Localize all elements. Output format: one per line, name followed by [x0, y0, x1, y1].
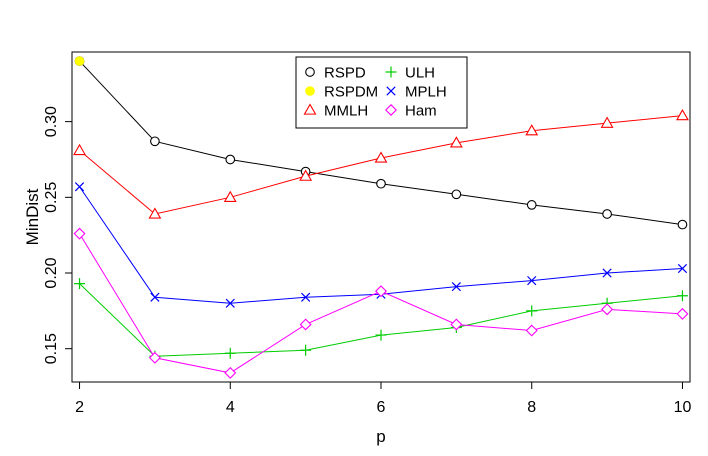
data-point-rspd: [677, 219, 688, 230]
data-point-mmlh: [600, 116, 614, 128]
data-point-ham: [676, 307, 689, 320]
data-point-mmlh: [676, 108, 689, 121]
data-point-rspdm: [74, 56, 85, 66]
data-point-mplh: [301, 292, 311, 302]
legend-symbol-mmlh: [303, 103, 317, 115]
y-tick-label: 0.15: [43, 333, 60, 364]
x-tick-label: 8: [527, 399, 536, 416]
data-point-ham: [375, 285, 387, 298]
legend-box: [295, 56, 468, 129]
data-point-ulh: [375, 329, 387, 341]
data-point-rspd: [602, 209, 612, 219]
data-point-mplh: [677, 263, 688, 274]
series-line-ham: [79, 233, 683, 374]
data-point-mmlh: [374, 151, 388, 163]
legend-symbol-mplh: [386, 86, 396, 96]
data-point-mmlh: [449, 136, 463, 148]
data-point-ulh: [676, 290, 688, 302]
data-point-mplh: [527, 275, 537, 286]
data-point-ham: [224, 366, 237, 379]
data-point-rspd: [150, 136, 160, 147]
data-point-ulh: [526, 305, 538, 317]
data-point-rspd: [526, 200, 537, 210]
series-rspdm: [74, 56, 85, 66]
data-point-ham: [148, 351, 161, 364]
series-layer: [73, 56, 689, 379]
data-point-ham: [525, 324, 538, 337]
x-tick-label: 4: [226, 399, 235, 416]
legend-label-rspdm: RSPDM: [324, 84, 378, 101]
data-point-rspd: [451, 189, 462, 200]
x-axis-title: p: [376, 427, 385, 446]
data-point-rspd: [376, 178, 386, 189]
legend-label-rspd: RSPD: [324, 65, 366, 82]
legend: RSPD RSPDM MMLH ULH MPLH Ham: [295, 56, 468, 129]
data-point-ham: [601, 303, 614, 316]
data-point-mplh: [150, 292, 160, 302]
data-point-mmlh: [148, 207, 162, 219]
data-point-rspd: [225, 154, 236, 165]
x-tick-label: 10: [674, 399, 692, 416]
legend-symbol-ham: [385, 104, 397, 116]
data-point-mmlh: [73, 143, 86, 156]
data-point-ulh: [224, 347, 236, 359]
x-axis: 2 4 6 8 10: [75, 381, 692, 416]
data-point-ulh: [300, 344, 312, 356]
data-point-mmlh: [223, 190, 237, 202]
legend-symbol-ulh: [385, 66, 397, 78]
legend-label-ham: Ham: [405, 103, 437, 120]
y-tick-label: 0.30: [43, 106, 60, 137]
x-tick-label: 2: [75, 399, 84, 416]
data-point-ham: [450, 318, 463, 331]
y-tick-label: 0.25: [43, 182, 60, 213]
y-axis-title: MinDist: [23, 188, 42, 245]
data-point-mmlh: [299, 169, 313, 181]
data-point-ham: [299, 318, 312, 331]
series-ham: [73, 227, 689, 379]
y-tick-label: 0.20: [43, 257, 60, 288]
series-mmlh: [73, 108, 689, 219]
data-point-mplh: [451, 282, 461, 292]
series-line-mmlh: [79, 115, 683, 215]
data-point-ham: [73, 227, 86, 240]
legend-label-mmlh: MMLH: [324, 103, 368, 120]
y-axis: 0.15 0.20 0.25 0.30: [43, 106, 73, 364]
legend-symbol-rspd: [305, 67, 315, 77]
data-point-ulh: [74, 278, 86, 290]
data-point-mplh: [225, 298, 235, 308]
data-point-mplh: [602, 268, 612, 278]
legend-label-mplh: MPLH: [405, 84, 447, 101]
data-point-mmlh: [525, 124, 539, 136]
legend-symbol-rspdm: [305, 86, 315, 96]
data-point-mplh: [74, 182, 85, 192]
x-tick-label: 6: [377, 399, 386, 416]
legend-label-ulh: ULH: [405, 65, 435, 82]
